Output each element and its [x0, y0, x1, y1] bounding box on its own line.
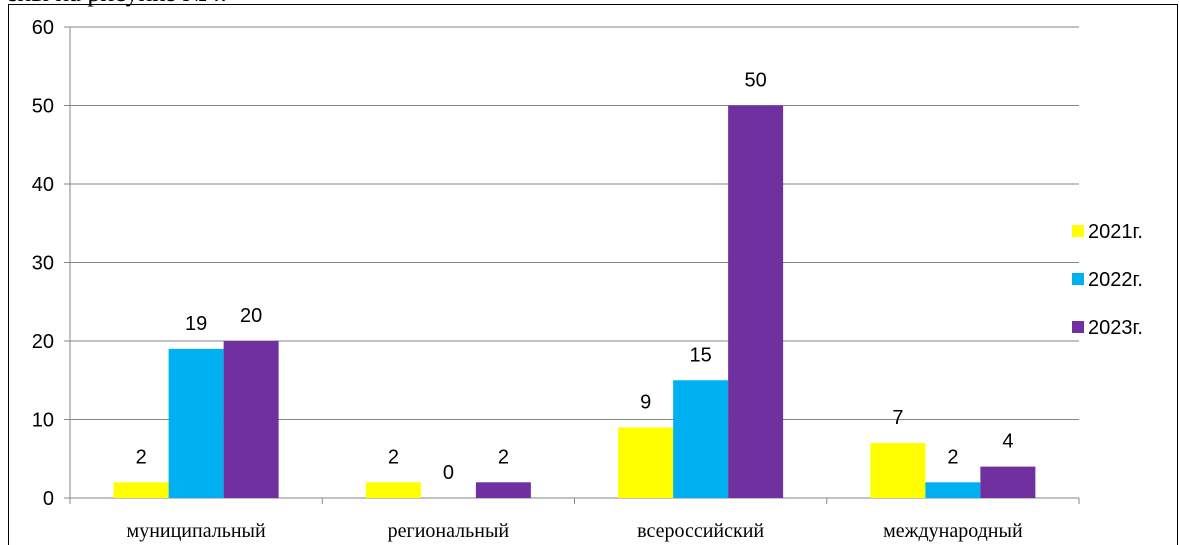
legend-label: 2021г.	[1088, 221, 1143, 243]
data-label: 9	[640, 391, 651, 413]
y-tick-label: 30	[32, 253, 54, 275]
bar-2023г.	[475, 482, 531, 498]
legend-swatch	[1072, 225, 1084, 237]
bar-2021г.	[870, 443, 926, 498]
y-tick-label: 0	[43, 488, 54, 510]
y-tick-label: 60	[32, 17, 54, 39]
x-category-label: международный	[883, 520, 1023, 542]
y-tick-label: 40	[32, 174, 54, 196]
bar-2021г.	[618, 427, 674, 498]
x-category-label: муниципальный	[127, 520, 266, 542]
data-label: 20	[240, 305, 262, 327]
y-tick-label: 20	[32, 331, 54, 353]
bar-2022г.	[925, 482, 981, 498]
legend-label: 2023г.	[1088, 317, 1143, 339]
chart-frame	[8, 4, 1178, 545]
data-label: 7	[892, 407, 903, 429]
data-label: 19	[185, 313, 207, 335]
bar-2023г.	[223, 341, 279, 498]
legend-swatch	[1072, 273, 1084, 285]
bar-2023г.	[980, 466, 1036, 498]
bar-2021г.	[113, 482, 169, 498]
data-label: 2	[136, 446, 147, 468]
y-tick-label: 50	[32, 96, 54, 118]
data-label: 4	[1002, 431, 1013, 453]
legend-swatch	[1072, 321, 1084, 333]
legend-label: 2022г.	[1088, 269, 1143, 291]
y-tick-label: 10	[32, 410, 54, 432]
data-label: 15	[690, 344, 712, 366]
data-label: 0	[443, 462, 454, 484]
x-category-label: всероссийский	[637, 520, 764, 542]
caption-fragment: ены на рисунке №4.	[6, 0, 227, 8]
bar-2021г.	[365, 482, 421, 498]
bar-2022г.	[168, 348, 224, 498]
x-category-label: региональный	[388, 520, 510, 542]
data-label: 2	[947, 446, 958, 468]
bar-2023г.	[728, 105, 784, 498]
data-label: 2	[498, 446, 509, 468]
data-label: 2	[388, 446, 399, 468]
bar-2022г.	[673, 380, 729, 498]
data-label: 50	[745, 70, 767, 92]
